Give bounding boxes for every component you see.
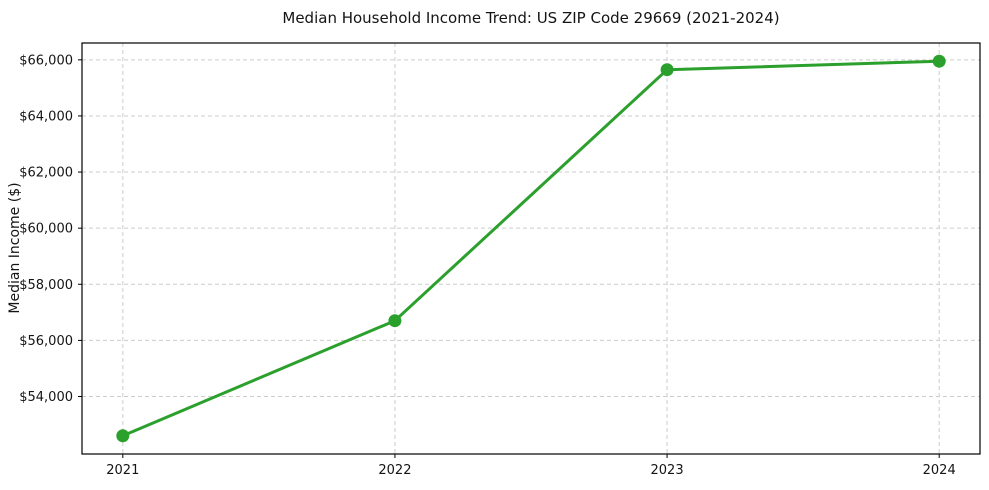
data-point-2022	[388, 314, 402, 328]
trend-line	[121, 59, 941, 438]
y-tick-label: $66,000	[19, 53, 73, 68]
x-tick-label: 2022	[378, 463, 411, 478]
data-point-2021	[116, 429, 130, 443]
y-tick-label: $60,000	[19, 222, 73, 237]
y-tick-label: $58,000	[19, 278, 73, 293]
data-point-2024	[932, 54, 946, 68]
plot-border	[81, 42, 981, 455]
y-tick-label: $56,000	[19, 334, 73, 349]
x-tick-label: 2023	[651, 463, 684, 478]
x-tick-label: 2021	[106, 463, 139, 478]
x-tick-label: 2024	[923, 463, 956, 478]
chart-title: Median Household Income Trend: US ZIP Co…	[282, 9, 780, 27]
data-point-2023	[660, 63, 674, 77]
y-tick-label: $64,000	[19, 109, 73, 124]
y-tick-label: $54,000	[19, 390, 73, 405]
y-tick-label: $62,000	[19, 166, 73, 181]
